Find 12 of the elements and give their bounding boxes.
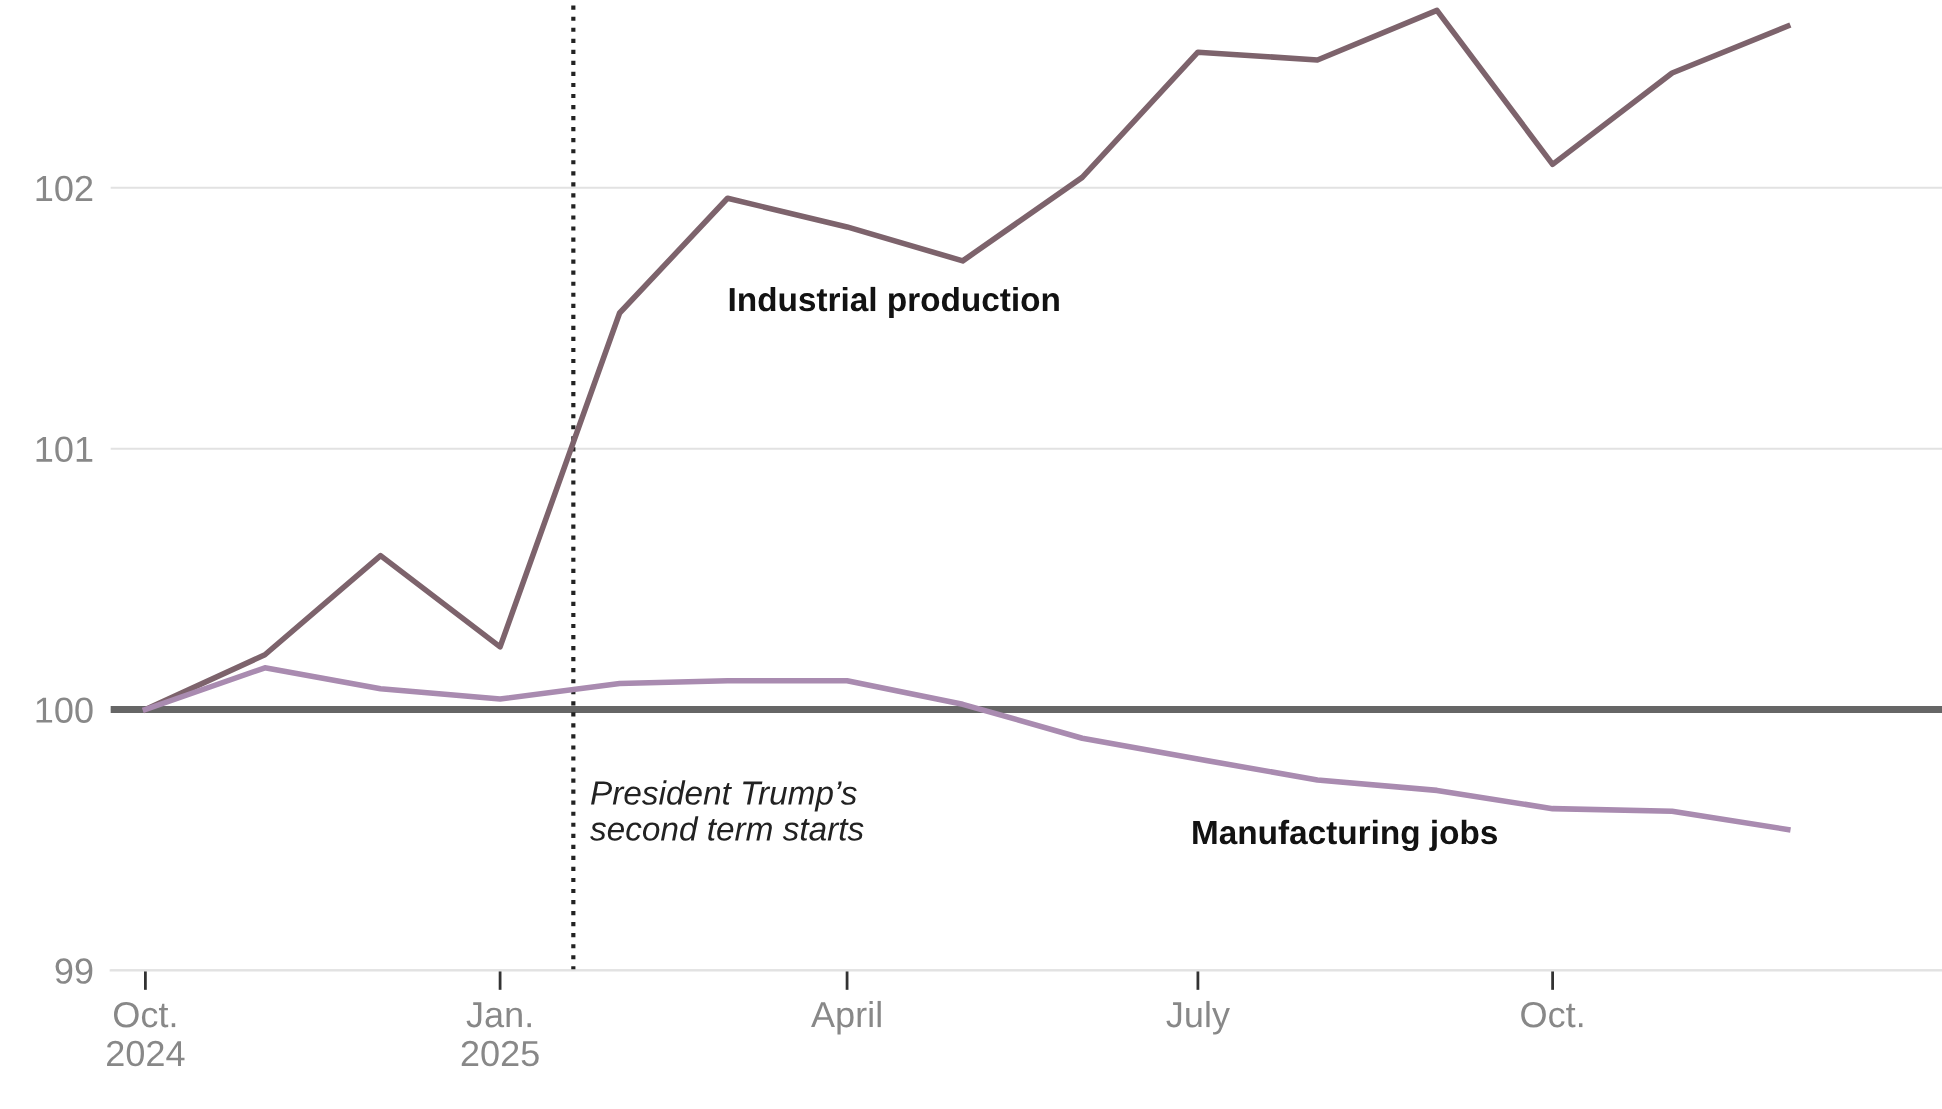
x-tick-label: April (811, 1000, 881, 1035)
x-tick-label: July (1166, 1000, 1230, 1035)
series-label: Manufacturing jobs (1193, 819, 1498, 852)
x-tick-label: Oct. 2024 (107, 1001, 185, 1067)
x-tick-label: Oct. (1521, 1001, 1583, 1028)
annotation: President Trump’s second term starts (590, 780, 864, 841)
y-tick-label: 102 (36, 175, 93, 202)
series-label: Industrial production (729, 286, 1059, 318)
x-tick-label: Jan. 2025 (461, 1002, 539, 1067)
y-tick-label: 100 (36, 697, 93, 723)
y-tick-label: 99 (55, 958, 93, 984)
y-tick-label: 101 (36, 436, 93, 463)
